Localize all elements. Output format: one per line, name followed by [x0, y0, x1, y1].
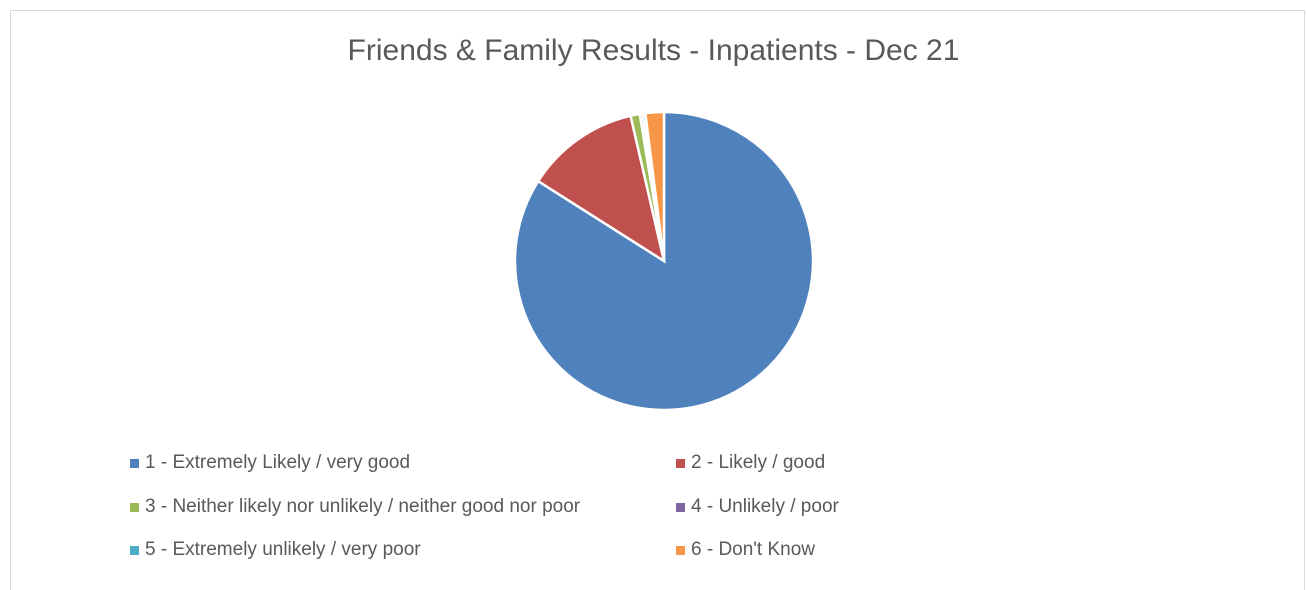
- chart-title: Friends & Family Results - Inpatients - …: [347, 34, 960, 67]
- legend-item-6: 6 - Don't Know: [676, 539, 815, 561]
- legend-item-1: 1 - Extremely Likely / very good: [130, 452, 410, 474]
- legend-swatch-3: [130, 502, 139, 512]
- legend-swatch-4: [676, 502, 685, 512]
- legend-label-5: 5 - Extremely unlikely / very poor: [145, 539, 421, 560]
- legend-label-4: 4 - Unlikely / poor: [691, 496, 839, 517]
- legend-item-5: 5 - Extremely unlikely / very poor: [130, 539, 421, 561]
- legend-label-6: 6 - Don't Know: [691, 539, 816, 560]
- legend-item-3: 3 - Neither likely nor unlikely / neithe…: [130, 496, 580, 518]
- legend-label-1: 1 - Extremely Likely / very good: [145, 452, 411, 473]
- legend-item-4: 4 - Unlikely / poor: [676, 496, 839, 518]
- legend-swatch-6: [676, 545, 685, 555]
- pie-slice-6: [643, 110, 666, 262]
- legend-item-2: 2 - Likely / good: [676, 452, 825, 474]
- legend-swatch-2: [676, 458, 685, 468]
- pie-slice-2: [536, 114, 666, 264]
- legend-swatch-1: [130, 458, 139, 468]
- legend-label-3: 3 - Neither likely nor unlikely / neithe…: [145, 496, 581, 517]
- legend-swatch-5: [130, 545, 139, 555]
- legend-label-2: 2 - Likely / good: [691, 452, 826, 473]
